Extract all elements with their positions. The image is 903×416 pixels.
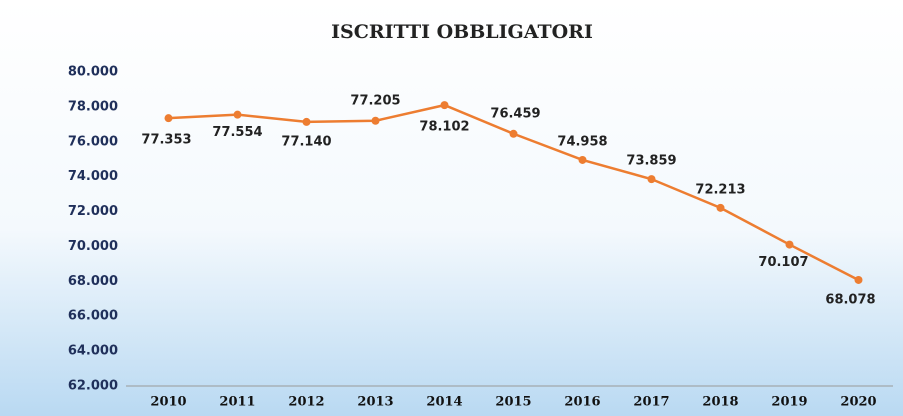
x-tick-label: 2014 — [426, 395, 462, 410]
y-tick-label: 76.000 — [68, 134, 118, 149]
data-label: 73.859 — [626, 154, 676, 169]
x-tick-label: 2010 — [150, 395, 186, 410]
x-tick-label: 2011 — [219, 395, 255, 410]
data-label: 77.554 — [212, 125, 262, 140]
data-label: 74.958 — [557, 134, 607, 149]
y-tick-label: 62.000 — [68, 379, 118, 394]
y-tick-label: 64.000 — [68, 344, 118, 359]
x-tick-label: 2016 — [564, 395, 600, 410]
point — [854, 275, 863, 284]
data-label: 77.353 — [141, 133, 191, 148]
data-label: 77.205 — [350, 93, 400, 108]
data-label: 76.459 — [490, 106, 540, 121]
x-tick-label: 2013 — [357, 395, 393, 410]
y-tick-label: 74.000 — [68, 169, 118, 184]
y-tick-label: 72.000 — [68, 204, 118, 219]
point — [509, 129, 518, 138]
x-tick-label: 2017 — [633, 395, 669, 410]
data-label: 68.078 — [825, 292, 875, 307]
point — [716, 203, 725, 212]
chart-title: ISCRITTI OBBLIGATORI — [331, 21, 593, 43]
point — [647, 175, 656, 184]
x-tick-label: 2019 — [771, 395, 807, 410]
point — [371, 116, 380, 125]
point — [164, 114, 173, 123]
y-tick-label: 66.000 — [68, 309, 118, 324]
point — [302, 117, 311, 126]
point — [233, 110, 242, 119]
x-tick-label: 2020 — [840, 395, 876, 410]
x-tick-label: 2015 — [495, 395, 531, 410]
x-tick-label: 2018 — [702, 395, 738, 410]
y-tick-label: 70.000 — [68, 239, 118, 254]
point — [785, 240, 794, 249]
data-label: 78.102 — [419, 120, 469, 135]
y-tick-label: 78.000 — [68, 99, 118, 114]
y-tick-label: 80.000 — [68, 65, 118, 80]
x-tick-label: 2012 — [288, 395, 324, 410]
point — [578, 155, 587, 164]
data-label: 77.140 — [281, 134, 331, 149]
data-label: 72.213 — [695, 182, 745, 197]
point — [440, 101, 449, 110]
y-tick-label: 68.000 — [68, 274, 118, 289]
data-label: 70.107 — [758, 255, 808, 270]
